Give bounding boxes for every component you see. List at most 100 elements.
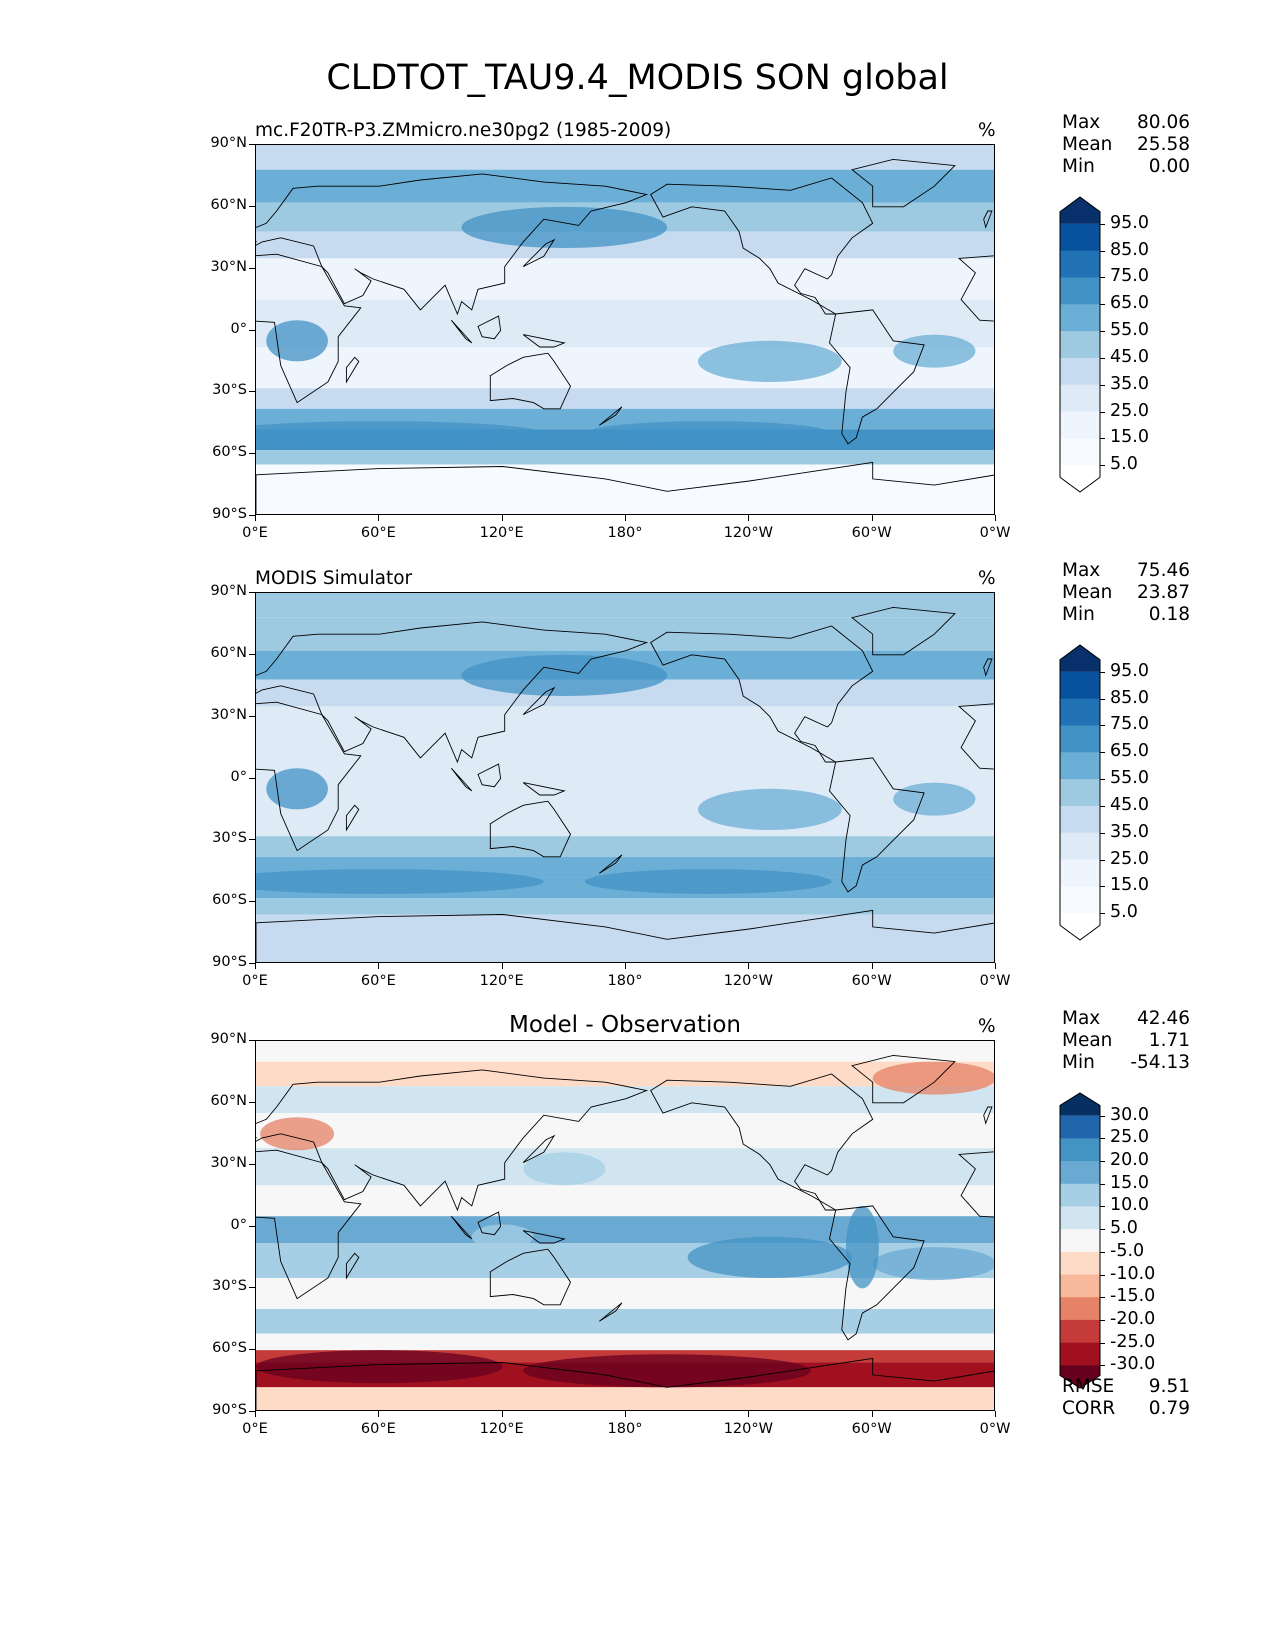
colorbar-segment [1060,1319,1100,1344]
colorbar-segment [1060,250,1100,278]
colorbar-tick [1100,698,1105,700]
lon-tick [871,963,873,969]
colorbar-segment [1060,1138,1100,1162]
stat-value: 80.06 [1137,112,1190,133]
stat-row: Mean 23.87 [1062,582,1190,604]
lat-tick [249,1349,255,1351]
colorbar-tick-label: -25.0 [1110,1331,1156,1352]
coastline [599,1302,623,1322]
lat-tick [249,963,255,964]
lon-tick-label: 0°E [242,525,268,541]
panel-title-left: mc.F20TR-P3.ZMmicro.ne30pg2 (1985-2009) [255,120,672,141]
stat-label: Max [1062,560,1101,581]
lat-tick [249,1040,255,1041]
colorbar-tick [1100,1297,1105,1299]
lon-tick [871,1411,873,1417]
field-feature [461,654,668,697]
colorbar-segment [1060,438,1100,466]
field-band [256,450,994,465]
colorbar-tick-label: 30.0 [1110,1104,1149,1125]
lon-tick [748,515,750,521]
figure-title: CLDTOT_TAU9.4_MODIS SON global [326,58,949,98]
lat-tick [249,777,255,779]
stat-value: 75.46 [1137,560,1190,581]
colorbar-tick-label: 65.0 [1110,741,1149,762]
panel-reference: MODIS Simulator% Max 75.46 Mean 23.87 Min 0.18… [0,560,1275,1028]
colorbar-tick [1100,805,1105,807]
coastline [983,658,993,677]
lon-tick [625,515,626,521]
colorbar-tick [1100,1319,1105,1321]
coastline [650,1073,874,1211]
map-plot [255,1040,995,1411]
colorbar-tick [1100,438,1105,440]
map-plot [255,592,995,963]
lon-tick [378,1411,380,1417]
lon-tick-label: 120°E [479,1421,524,1437]
lat-tick [249,391,255,393]
lon-tick-label: 120°W [723,973,773,989]
panel-title-left: MODIS Simulator [255,568,413,589]
stat-label: Mean [1062,134,1113,155]
colorbar-outline [1059,1092,1101,1389]
coastline [983,210,993,229]
colorbar-segment [1060,331,1100,359]
colorbar-tick-label: 35.0 [1110,821,1149,842]
panel-test: mc.F20TR-P3.ZMmicro.ne30pg2 (1985-2009)%… [0,112,1275,580]
colorbar-tick-label: 15.0 [1110,427,1149,448]
coastline [477,1211,502,1236]
lat-tick-label: 90°N [210,583,247,599]
colorbar-tick [1100,1161,1105,1163]
error-stats-block: RMSE 9.51 CORR 0.79 [1062,1376,1190,1420]
colorbar-tick [1100,1115,1105,1117]
coastline [345,1252,360,1280]
field-feature [584,869,832,894]
colorbar-tick [1100,1183,1105,1185]
coastline [829,1205,925,1341]
stat-value: 1.71 [1148,1030,1190,1051]
colorbar-segment [1060,1365,1100,1388]
lon-tick-label: 60°W [851,973,892,989]
lon-tick-label: 0°W [979,525,1011,541]
lat-tick-label: 0° [230,1216,247,1233]
field-band [256,914,994,962]
coastline [450,319,473,344]
field-feature [256,421,544,446]
lon-tick [501,963,503,969]
coastline [256,253,362,404]
colorbar-tick-label: 15.0 [1110,1172,1149,1193]
colorbar-segment [1060,725,1100,753]
lat-tick-label: 30°N [210,258,247,275]
lat-tick [249,839,255,841]
lat-tick [249,592,255,593]
field-band [256,794,994,837]
colorbar-tick-label: 15.0 [1110,875,1149,896]
lon-tick-label: 0°E [242,1421,268,1437]
colorbar-segment [1060,698,1100,726]
colorbar-segment [1060,357,1100,386]
colorbar-tick-label: 45.0 [1110,346,1149,367]
field-band [256,1086,994,1114]
field-feature [256,869,544,894]
colorbar-tick-label: 5.0 [1110,454,1138,475]
stat-label: Max [1062,112,1101,133]
coastline [851,606,956,656]
colorbar-tick-label: 25.0 [1110,400,1149,421]
colorbar-tick-label: -30.0 [1110,1354,1156,1375]
lat-tick-label: 90°S [212,1402,247,1418]
stat-label: Min [1062,156,1095,177]
colorbar-tick [1100,671,1105,673]
lat-tick-label: 60°S [212,892,247,909]
field-band [256,1041,994,1062]
coastline [522,782,566,796]
field-feature [893,782,976,816]
colorbar-segment [1060,752,1100,780]
lon-tick [995,1411,996,1417]
lat-tick-label: 90°N [210,135,247,151]
lat-tick [249,1163,255,1165]
stat-row: Mean 1.71 [1062,1030,1190,1052]
field-feature [697,788,842,831]
colorbar-segment [1060,1251,1100,1276]
lon-tick-label: 180° [607,525,643,541]
lon-tick-label: 180° [607,973,643,989]
